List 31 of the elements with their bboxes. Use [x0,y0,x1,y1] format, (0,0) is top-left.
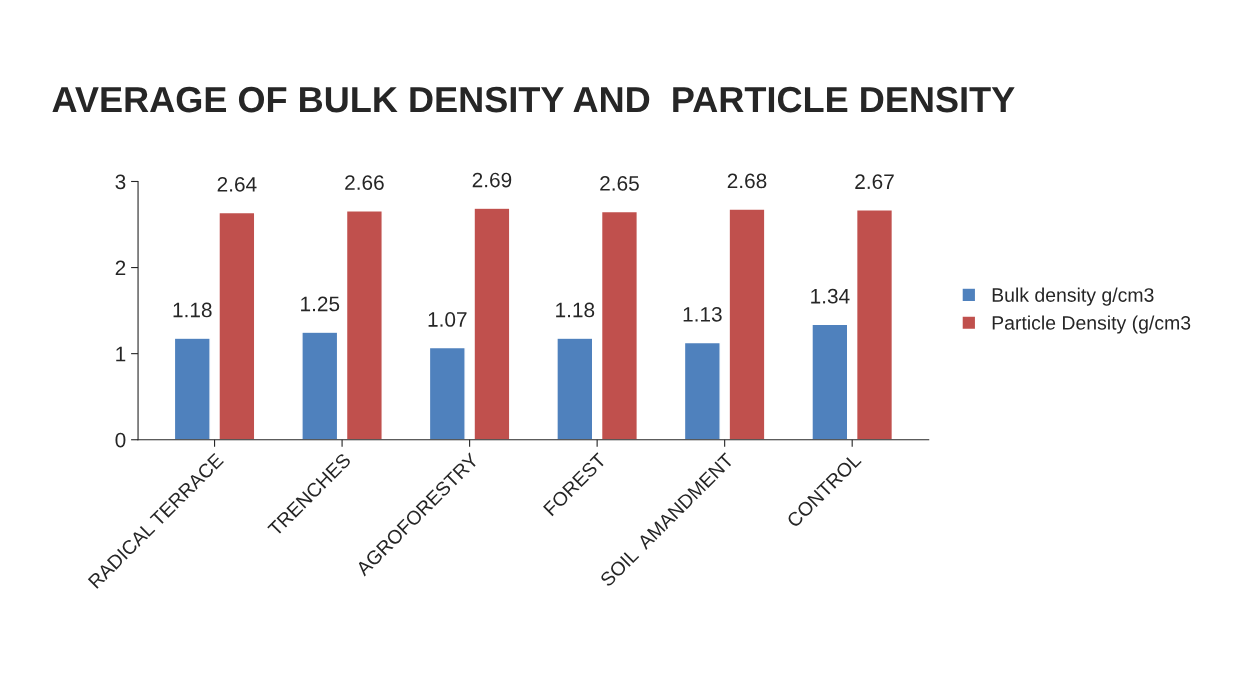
legend-label: Bulk density g/cm3 [992,287,1154,306]
bar [728,208,766,440]
bar [811,323,849,440]
data-label: 2.68 [727,173,767,189]
data-label: 2.64 [217,176,257,192]
data-label: 1.18 [173,302,212,318]
data-label: 2.66 [345,175,384,190]
bar [556,337,594,440]
chart-title: AVERAGE OF BULK DENSITY AND PARTICLE DENSITY [52,86,1015,113]
data-label: 2.65 [600,176,639,191]
data-label: 1.25 [301,296,340,312]
bar [345,210,383,440]
bar [173,337,211,440]
bar [683,341,721,440]
bar [218,211,256,440]
data-label: 2.69 [472,172,512,188]
legend-label: Particle Density (g/cm3 [992,315,1191,334]
data-label: 1.18 [556,302,595,318]
data-label: 2.67 [855,174,894,190]
y-tick-label: 2 [115,260,126,276]
bar [473,207,511,440]
data-label: 1.34 [811,288,850,304]
bar [428,346,466,440]
y-tick-label: 1 [116,346,126,362]
data-label: 1.13 [683,306,722,322]
bar [301,331,339,440]
bar [600,210,639,440]
data-label: 1.07 [428,312,467,327]
bar [855,209,894,440]
y-tick-label: 3 [115,174,126,190]
y-tick-label: 0 [115,432,126,448]
